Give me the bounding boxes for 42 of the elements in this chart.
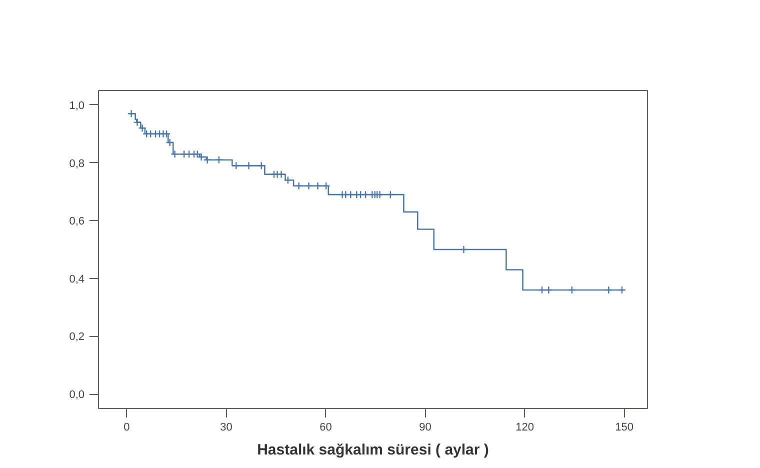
x-tick-label: 60	[320, 422, 332, 434]
point	[133, 118, 142, 126]
point	[314, 182, 322, 190]
point	[568, 286, 576, 294]
y-tick-label: 0,0	[69, 389, 85, 402]
point	[544, 286, 553, 294]
x-tick-label: 90	[419, 422, 432, 434]
point	[376, 190, 384, 199]
x-tick-label: 120	[516, 422, 534, 434]
y-tick-label: 0,2	[69, 331, 85, 344]
y-tick-label: 0,4	[69, 273, 85, 286]
point	[346, 190, 355, 199]
point	[203, 156, 212, 164]
point	[184, 150, 194, 158]
point	[361, 190, 370, 199]
point	[460, 245, 468, 254]
y-tick-label: 1,0	[69, 100, 85, 112]
point	[180, 150, 188, 158]
point	[127, 110, 136, 118]
point	[356, 190, 365, 199]
point	[232, 162, 240, 170]
point	[386, 190, 395, 199]
point	[197, 152, 206, 162]
point	[214, 156, 224, 164]
y-tick-label: 0,8	[69, 158, 85, 170]
point	[138, 124, 146, 132]
x-axis-title: Hastalık sağkalım süresi ( aylar )	[257, 442, 489, 458]
x-tick-label: 150	[615, 422, 634, 434]
point	[294, 182, 303, 190]
x-tick-label: 30	[220, 422, 232, 434]
x-tick-label: 0	[124, 422, 130, 434]
point	[277, 170, 286, 178]
point	[170, 150, 179, 158]
point	[146, 130, 155, 138]
point	[604, 286, 613, 294]
point	[284, 176, 292, 184]
y-tick-label: 0,6	[69, 216, 85, 228]
point	[538, 286, 546, 294]
point	[322, 182, 330, 190]
point	[166, 138, 174, 147]
point	[304, 182, 313, 190]
point	[244, 162, 253, 170]
